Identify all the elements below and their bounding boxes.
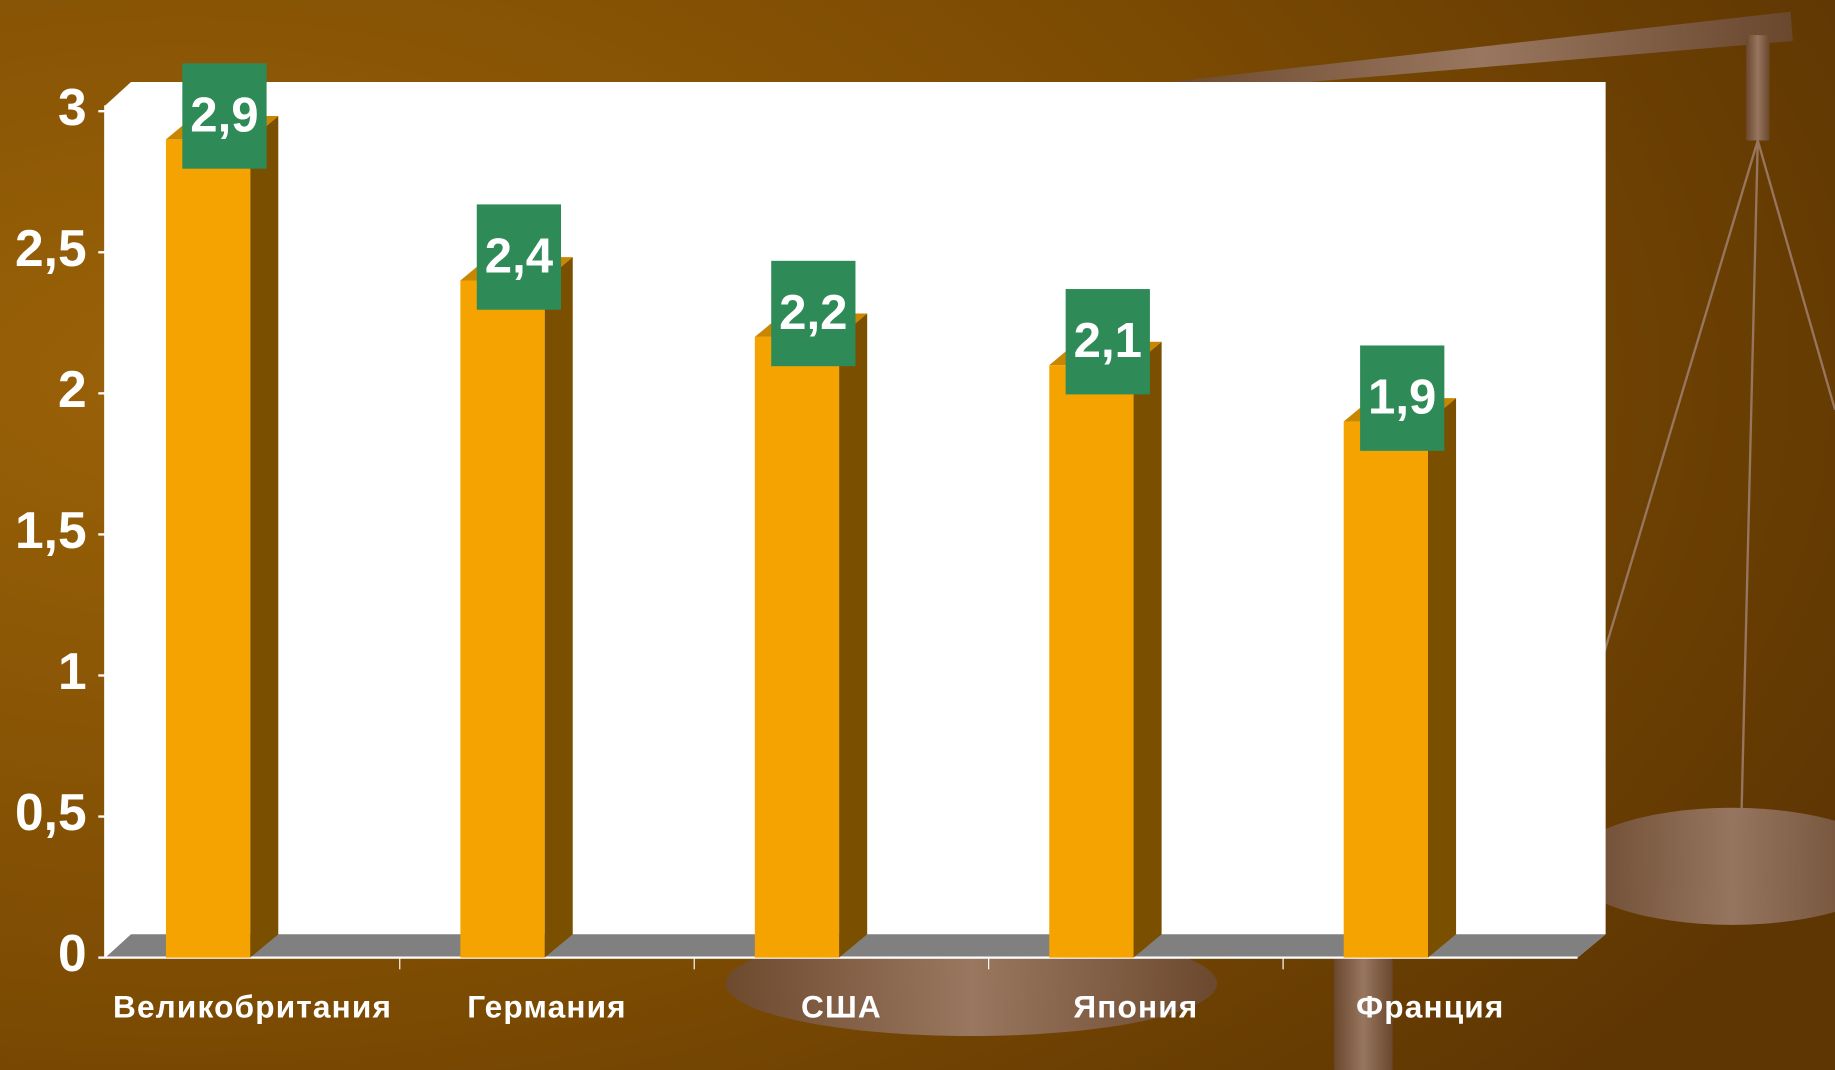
y-tick-label: 3 — [58, 78, 87, 136]
bar-side — [839, 313, 868, 958]
y-tick-label: 1,5 — [15, 501, 87, 559]
y-tick-label: 1 — [58, 642, 87, 700]
bar — [460, 280, 545, 958]
bar-side — [1427, 398, 1457, 958]
x-tick-label: Япония — [1073, 988, 1198, 1024]
value-label-box — [182, 63, 267, 169]
value-label: 2,1 — [1074, 313, 1142, 368]
y-tick-label: 0,5 — [15, 783, 87, 841]
x-tick-label: США — [801, 988, 882, 1024]
x-tick-label: Великобритания — [113, 988, 392, 1024]
bar — [754, 336, 840, 958]
value-label-box — [1360, 345, 1445, 451]
bar-side — [544, 257, 573, 958]
y-tick-label: 2 — [58, 360, 87, 418]
value-label: 2,2 — [779, 285, 847, 340]
bar — [165, 139, 251, 958]
bar-side — [1133, 341, 1162, 958]
value-label: 2,4 — [485, 228, 554, 283]
y-tick-label: 0 — [58, 924, 87, 982]
value-label-box — [771, 260, 856, 367]
bar-side — [250, 116, 279, 958]
value-label: 2,9 — [190, 87, 258, 142]
x-tick-label: Германия — [467, 988, 627, 1024]
y-tick-label: 2,5 — [15, 219, 87, 277]
bar — [1343, 421, 1428, 958]
value-label-box — [1065, 289, 1150, 395]
value-label-box — [476, 204, 562, 310]
x-tick-label: Франция — [1356, 988, 1504, 1024]
bar — [1049, 365, 1134, 958]
value-label: 1,9 — [1368, 369, 1436, 424]
